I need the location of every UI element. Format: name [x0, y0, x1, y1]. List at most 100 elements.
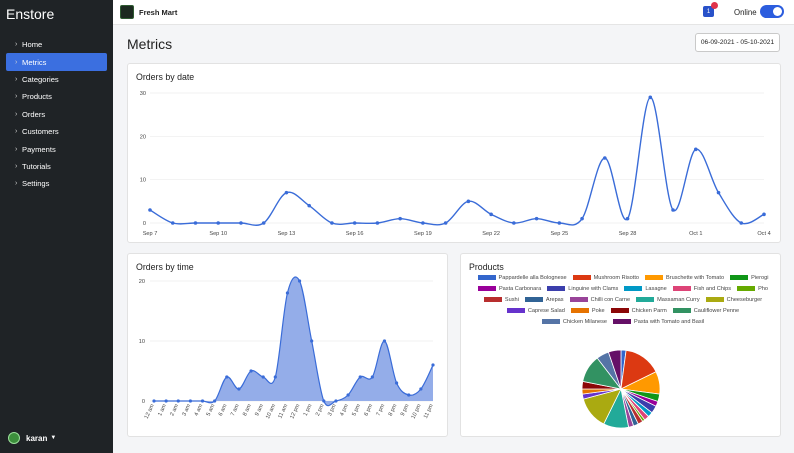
data-point — [213, 399, 217, 403]
legend-item[interactable]: Arepas — [524, 295, 564, 304]
legend-item[interactable]: Pho — [737, 284, 768, 293]
data-point — [671, 208, 675, 212]
sidebar-item-categories[interactable]: › Categories — [6, 71, 107, 88]
x-tick-label: 12 am — [144, 403, 156, 420]
legend-swatch — [624, 286, 643, 291]
legend-swatch — [737, 286, 756, 291]
pie-slice — [582, 357, 622, 390]
x-tick-label: 10 pm — [411, 403, 423, 420]
legend-item[interactable]: Chicken Milanese — [541, 317, 607, 326]
data-point — [395, 381, 399, 385]
x-tick-label: Oct 1 — [689, 231, 702, 237]
legend-item[interactable]: Mushroom Risotto — [572, 273, 639, 282]
notification-count: 1 — [706, 8, 711, 15]
legend-item[interactable]: Cheeseburger — [705, 295, 762, 304]
legend-label: Chilli con Carne — [590, 296, 631, 303]
x-tick-label: 9 am — [254, 403, 265, 417]
sidebar-item-payments[interactable]: › Payments — [6, 140, 107, 157]
sidebar-nav: › Home › Metrics › Categories › Products › Or… — [0, 36, 113, 193]
x-tick-label: Sep 19 — [414, 231, 432, 237]
online-toggle[interactable] — [760, 5, 784, 18]
legend-item[interactable]: Linguine with Clams — [547, 284, 618, 293]
data-point — [170, 221, 175, 225]
legend-item[interactable]: Pasta Carbonara — [477, 284, 541, 293]
legend-item[interactable]: Massaman Curry — [636, 295, 700, 304]
data-point — [284, 190, 289, 195]
legend-swatch — [541, 319, 560, 324]
data-point — [334, 399, 338, 403]
data-point — [346, 393, 350, 397]
pie-slice — [620, 349, 627, 390]
legend-item[interactable]: Bruschette with Tomato — [645, 273, 724, 282]
legend-swatch — [612, 319, 631, 324]
x-tick-label: 11 pm — [423, 403, 435, 420]
notification-bell-icon[interactable]: 1 — [703, 2, 718, 17]
legend-item[interactable]: Lasagne — [624, 284, 667, 293]
legend-swatch — [483, 297, 502, 302]
caret-down-icon: ▼ — [50, 435, 57, 441]
data-point — [225, 375, 229, 379]
x-tick-label: 10 am — [265, 403, 277, 420]
data-point — [534, 216, 539, 221]
data-point — [512, 221, 516, 225]
data-point — [625, 216, 630, 221]
data-point — [216, 221, 221, 225]
legend-label: Linguine with Clams — [568, 285, 619, 292]
pie-slice — [596, 351, 622, 390]
data-point — [762, 212, 766, 217]
data-point — [297, 279, 302, 283]
data-point — [443, 221, 448, 225]
chevron-right-icon: › — [15, 145, 18, 153]
legend-swatch — [569, 297, 588, 302]
topbar: Fresh Mart 1 Online — [113, 0, 794, 25]
legend-item[interactable]: Fish and Chips — [672, 284, 731, 293]
sidebar: Enstore › Home › Metrics › Categories › Prod… — [0, 0, 113, 453]
data-point — [466, 199, 471, 204]
sidebar-item-orders[interactable]: › Orders — [6, 106, 107, 123]
pie-slice — [607, 349, 622, 390]
legend-label: Lasagne — [645, 285, 667, 292]
legend-item[interactable]: Chilli con Carne — [569, 295, 631, 304]
sidebar-item-label: Customers — [22, 127, 59, 137]
legend-item[interactable]: Poke — [570, 306, 605, 315]
sidebar-item-customers[interactable]: › Customers — [6, 123, 107, 140]
data-point — [322, 399, 326, 403]
sidebar-item-metrics[interactable]: › Metrics — [6, 53, 107, 71]
x-tick-label: Sep 28 — [619, 231, 637, 237]
legend-item[interactable]: Cauliflower Penne — [672, 306, 739, 315]
legend-swatch — [524, 297, 543, 302]
date-range-picker[interactable]: 06-09-2021 - 05-10-2021 — [695, 33, 780, 52]
data-point — [375, 221, 380, 225]
sidebar-item-home[interactable]: › Home — [6, 36, 107, 53]
x-tick-label: Sep 16 — [346, 231, 364, 237]
x-tick-label: Sep 7 — [143, 231, 158, 237]
x-tick-label: 8 pm — [388, 403, 399, 417]
legend-item[interactable]: Chicken Parm — [610, 306, 667, 315]
sidebar-item-label: Categories — [22, 74, 59, 84]
legend-item[interactable]: Sushi — [483, 295, 519, 304]
sidebar-item-label: Home — [22, 40, 43, 50]
legend-item[interactable]: Pappardelle alla Bolognese — [477, 273, 567, 282]
legend-item[interactable]: Caprese Salad — [506, 306, 565, 315]
data-point — [148, 208, 152, 212]
status-label: Online — [734, 8, 757, 17]
x-tick-label: Sep 10 — [209, 231, 227, 237]
data-point — [352, 221, 357, 225]
user-name: karan — [26, 433, 48, 443]
sidebar-item-tutorials[interactable]: › Tutorials — [6, 158, 107, 175]
x-tick-label: 4 am — [194, 403, 205, 417]
legend-label: Bruschette with Tomato — [666, 274, 725, 281]
legend-item[interactable]: Pierogi — [730, 273, 768, 282]
pie-slice — [620, 388, 644, 425]
sidebar-item-label: Payments — [22, 144, 56, 154]
x-tick-label: 7 pm — [376, 403, 387, 417]
data-point — [370, 375, 374, 379]
sidebar-item-settings[interactable]: › Settings — [6, 175, 107, 192]
user-menu[interactable]: karan ▼ — [8, 432, 56, 444]
orders-by-date-chart: 0 10 20 30 Sep 7 Sep 10 Sep 13 Sep 16 Sep 19 Sep … — [140, 91, 771, 237]
x-tick-label: 5 pm — [351, 403, 362, 417]
sidebar-item-label: Metrics — [22, 57, 47, 67]
pie-slice — [620, 388, 639, 427]
legend-item[interactable]: Pasta with Tomato and Basil — [612, 317, 704, 326]
sidebar-item-products[interactable]: › Products — [6, 88, 107, 105]
